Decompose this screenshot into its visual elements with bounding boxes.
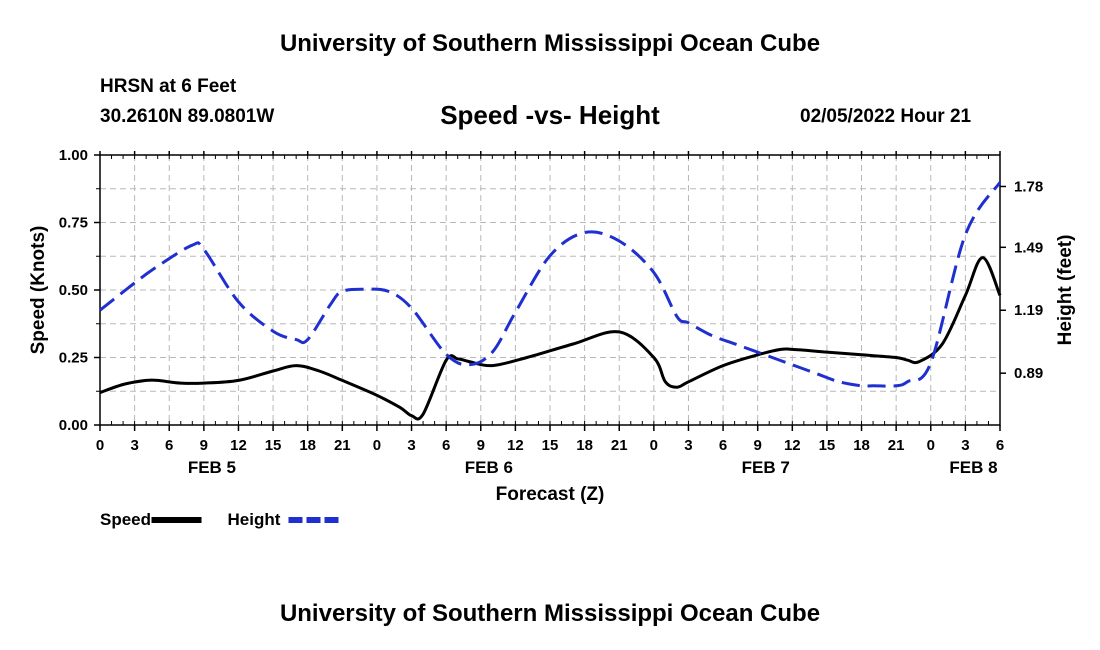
x-tick-label: 21: [334, 437, 351, 454]
x-tick-label: 6: [442, 437, 450, 454]
y-left-tick-label: 1.00: [59, 147, 88, 164]
x-day-label: FEB 8: [949, 458, 997, 477]
station-label: HRSN at 6 Feet: [100, 76, 237, 97]
page-title-bottom: University of Southern Mississippi Ocean…: [279, 600, 821, 627]
y-left-tick-label: 0.50: [59, 282, 88, 299]
x-tick-label: 21: [611, 437, 628, 454]
axes: [94, 151, 1006, 431]
legend: Speed Height: [100, 510, 339, 529]
station-coordinates: 30.2610N 89.0801W: [100, 106, 275, 127]
x-tick-label: 21: [888, 437, 905, 454]
chart-subtitle: Speed -vs- Height: [440, 100, 660, 130]
y-right-tick-label: 1.78: [1014, 178, 1043, 195]
series-line-speed: [99, 256, 1002, 421]
y-left-tick-label: 0.25: [59, 350, 88, 367]
series-line-height: [99, 181, 1002, 388]
page-title-top: University of Southern Mississippi Ocean…: [279, 30, 821, 57]
x-tick-label: 12: [230, 437, 247, 454]
axis-labels: 0 3 6 9 12 15 18 21 0 3 6 9 12 15 18 21 0 3 6 9 12 15 18 21 0 3 6 0…: [28, 147, 1076, 505]
x-tick-label: 6: [719, 437, 727, 454]
x-tick-label: 0: [96, 437, 104, 454]
x-tick-label: 0: [650, 437, 658, 454]
x-tick-label: 3: [130, 437, 138, 454]
x-tick-label: 3: [407, 437, 415, 454]
grid: [99, 155, 1001, 425]
x-tick-label: 3: [961, 437, 969, 454]
x-tick-label: 0: [373, 437, 381, 454]
x-tick-label: 9: [477, 437, 485, 454]
x-tick-label: 18: [853, 437, 870, 454]
x-tick-label: 15: [819, 437, 836, 454]
x-tick-label: 18: [299, 437, 316, 454]
forecast-timestamp: 02/05/2022 Hour 21: [800, 106, 972, 127]
x-tick-label: 18: [576, 437, 593, 454]
y-right-tick-label: 1.49: [1014, 239, 1043, 256]
x-tick-label: 12: [784, 437, 801, 454]
x-tick-label: 9: [754, 437, 762, 454]
series-lines: [99, 181, 1002, 421]
x-tick-label: 15: [542, 437, 559, 454]
legend-label-height: Height: [228, 510, 281, 529]
x-day-label: FEB 7: [742, 458, 790, 477]
x-tick-label: 9: [200, 437, 208, 454]
y-left-tick-label: 0.00: [59, 417, 88, 434]
x-tick-label: 3: [684, 437, 692, 454]
y-right-tick-label: 0.89: [1014, 365, 1043, 382]
y-right-tick-label: 1.19: [1014, 302, 1043, 319]
x-axis-title: Forecast (Z): [496, 484, 605, 505]
y-left-tick-label: 0.75: [59, 215, 88, 232]
x-tick-label: 15: [265, 437, 282, 454]
x-tick-label: 12: [507, 437, 524, 454]
y-left-axis-title: Speed (Knots): [28, 226, 49, 355]
x-tick-label: 6: [165, 437, 173, 454]
y-right-axis-title: Height (feet): [1055, 235, 1076, 346]
x-day-label: FEB 6: [465, 458, 513, 477]
x-day-label: FEB 5: [188, 458, 236, 477]
x-tick-label: 0: [927, 437, 935, 454]
x-tick-label: 6: [996, 437, 1004, 454]
legend-label-speed: Speed: [100, 510, 151, 529]
